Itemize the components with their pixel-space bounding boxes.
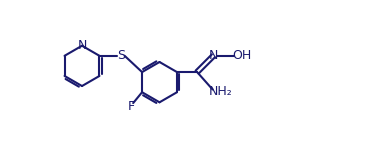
Text: N: N — [209, 49, 218, 62]
Text: F: F — [128, 100, 135, 113]
Text: S: S — [117, 49, 125, 62]
Text: N: N — [77, 39, 87, 52]
Text: OH: OH — [232, 49, 252, 62]
Text: NH₂: NH₂ — [208, 85, 232, 98]
